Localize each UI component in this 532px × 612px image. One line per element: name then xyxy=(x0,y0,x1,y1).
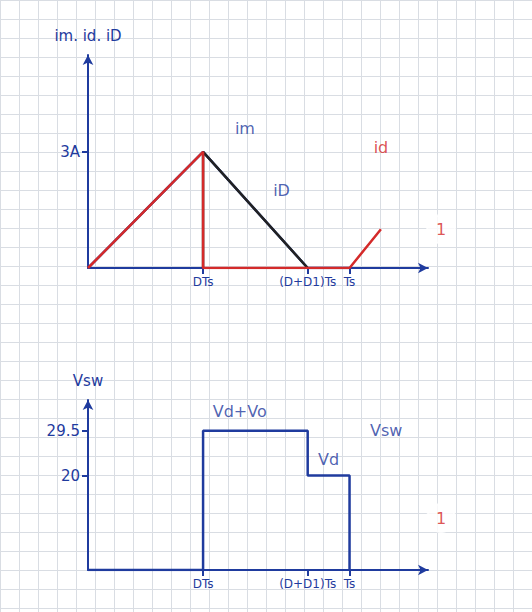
svg-text:DTs: DTs xyxy=(193,577,214,591)
svg-text:DTs: DTs xyxy=(193,275,214,289)
svg-text:Vsw: Vsw xyxy=(370,421,402,440)
svg-text:Ts: Ts xyxy=(343,275,356,289)
svg-text:(D+D1)Ts: (D+D1)Ts xyxy=(279,275,336,289)
svg-text:iD: iD xyxy=(273,181,290,200)
svg-text:3A: 3A xyxy=(60,143,81,161)
svg-text:im: im xyxy=(235,119,255,138)
svg-text:Ts: Ts xyxy=(343,577,356,591)
svg-text:Vd+Vo: Vd+Vo xyxy=(213,402,267,421)
svg-text:29.5: 29.5 xyxy=(47,422,80,440)
svg-text:Vsw: Vsw xyxy=(73,372,103,390)
svg-text:Vd: Vd xyxy=(318,450,339,469)
svg-text:20: 20 xyxy=(61,467,80,485)
svg-text:im. id. iD: im. id. iD xyxy=(54,27,121,45)
svg-text:1: 1 xyxy=(436,220,446,239)
svg-text:id: id xyxy=(374,138,389,157)
svg-text:1: 1 xyxy=(436,509,446,528)
svg-text:(D+D1)Ts: (D+D1)Ts xyxy=(279,577,336,591)
